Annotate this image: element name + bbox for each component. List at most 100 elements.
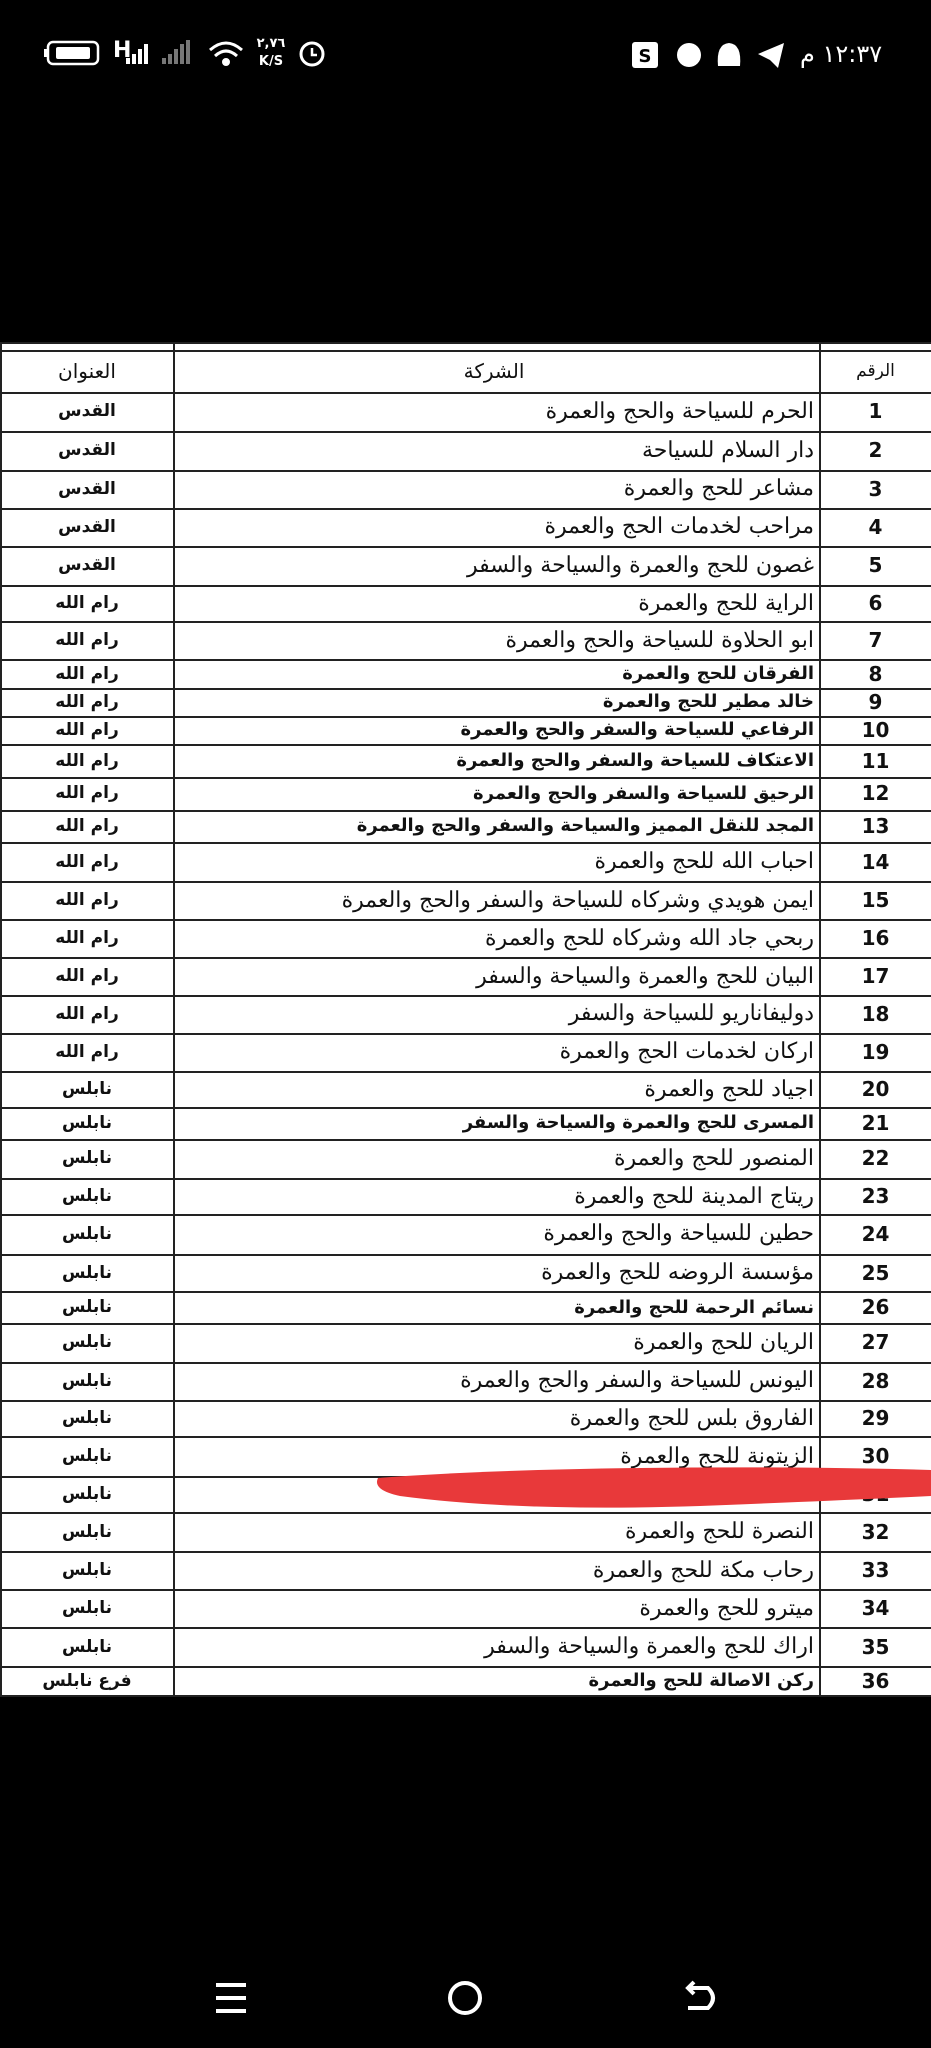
row-number: 20 [861, 1077, 890, 1102]
address: رام الله [55, 928, 119, 949]
battery-level [56, 47, 90, 59]
row-number: 14 [861, 849, 890, 874]
row-number: 30 [861, 1444, 890, 1468]
company: ركن الاصالة للحج والعمرة [588, 1670, 814, 1692]
alarm [299, 41, 325, 67]
col-line [173, 342, 175, 1696]
address: نابلس [61, 1446, 113, 1466]
row-line [0, 1253, 931, 1256]
row-line [0, 584, 931, 587]
company: الاعتكاف للسياحة والسفر والحج والعمرة [456, 750, 814, 772]
company: ابو الحلاوة للسياحة والحج والعمرة [505, 627, 815, 653]
row-line [0, 1627, 931, 1630]
company: اليونس للسياحة والسفر والحج والعمرة [460, 1368, 814, 1394]
address: نابلس [61, 1598, 113, 1619]
row-line [0, 659, 931, 662]
speed: ٢,٧٦ [256, 36, 286, 51]
company: المنصور للحج والعمرة [613, 1145, 814, 1171]
row-line [0, 1436, 931, 1439]
row-line [0, 919, 931, 922]
row-number: 33 [861, 1558, 890, 1583]
company: ايمن هويدي وشركاه للسياحة والسفر والحج و… [341, 887, 814, 913]
row-line [0, 1695, 931, 1698]
row-number: 19 [861, 1039, 890, 1064]
address: رام الله [55, 966, 119, 987]
address: نابلس [61, 1186, 113, 1207]
row-line [0, 430, 931, 433]
network-type: H [113, 38, 132, 63]
company: النصرة للحج والعمرة [624, 1519, 814, 1545]
speed-unit: K/S [258, 54, 284, 69]
row-line [0, 1322, 931, 1325]
address: نابلس [61, 1483, 113, 1504]
battery-tip [44, 49, 48, 57]
company: البيان للحج والعمرة والسياحة والسفر [476, 963, 814, 989]
row-number: 5 [868, 553, 883, 578]
address: القدس [58, 555, 116, 576]
row-number: 15 [861, 888, 890, 913]
status-icons: S [44, 40, 784, 68]
row-line [0, 1070, 931, 1073]
row-line [0, 842, 931, 845]
row-number: 3 [868, 476, 883, 501]
row-number: 10 [861, 717, 890, 742]
col-line [0, 342, 2, 1696]
row-line [0, 391, 931, 394]
row-number: 8 [868, 661, 883, 686]
address: نابلس [61, 1297, 113, 1318]
row-number: 25 [861, 1260, 890, 1285]
nav-home[interactable] [448, 1981, 482, 2015]
row-number: 23 [861, 1184, 890, 1209]
facebook [677, 43, 701, 67]
header-cell: الشركة [463, 358, 525, 383]
header-cell: الرقم [856, 360, 895, 381]
row-number: 26 [861, 1295, 890, 1320]
row-line [0, 1107, 931, 1110]
address: نابلس [61, 1408, 113, 1429]
address: نابلس [61, 1370, 113, 1391]
company: اراك للحج والعمرة والسياحة والسفر [484, 1634, 814, 1660]
row-number: 1 [868, 399, 883, 424]
address: رام الله [55, 750, 119, 771]
address: رام الله [55, 1003, 119, 1024]
row-number: 31 [861, 1481, 890, 1506]
company: ربحي جاد الله وشركاه للحج والعمرة [485, 925, 814, 951]
table: العنوان الشركة الرقم القدس الحرم للسياحة وال… [0, 342, 931, 1698]
address: نابلس [61, 1560, 113, 1581]
company: الفاروق بلس للحج والعمرة [569, 1405, 814, 1431]
address: نابلس [61, 1521, 113, 1542]
company: نسائم الرحمة للحج والعمرة [574, 1296, 814, 1318]
row-number: 36 [861, 1668, 890, 1693]
row-number: 27 [861, 1330, 890, 1355]
signal-2 [162, 40, 190, 64]
nav-back[interactable] [685, 1980, 715, 2010]
company: حطين للسياحة والحج والعمرة [543, 1221, 814, 1247]
row-line [0, 957, 931, 960]
row-line [0, 469, 931, 472]
row-line [0, 621, 931, 624]
row-number: 6 [868, 591, 883, 616]
signal [126, 44, 148, 64]
row-line [0, 1512, 931, 1515]
address: القدس [58, 440, 116, 461]
company: الزيتونة للحج والعمرة [620, 1443, 814, 1469]
row-line [0, 1399, 931, 1402]
row-number: 34 [861, 1596, 890, 1621]
company: الراية للحج والعمرة [638, 590, 814, 616]
header-cell: العنوان [58, 358, 116, 383]
row-line [0, 809, 931, 812]
address: رام الله [55, 719, 119, 740]
company: مشاعر للحج والعمرة [623, 476, 814, 502]
row-line [0, 1589, 931, 1592]
row-number: 35 [861, 1634, 890, 1659]
row-number: 11 [861, 748, 890, 773]
company: خالد مطير للحج والعمرة [602, 691, 814, 713]
address: رام الله [55, 691, 119, 712]
row-number: 32 [861, 1519, 890, 1544]
company: ميترو للحج والعمرة [639, 1595, 814, 1621]
row-number: 7 [868, 628, 883, 653]
address: رام الله [55, 851, 119, 872]
address: رام الله [55, 815, 119, 836]
company: رحاب مكة للحج والعمرة [592, 1557, 814, 1583]
nav-menu[interactable] [216, 1983, 246, 2013]
